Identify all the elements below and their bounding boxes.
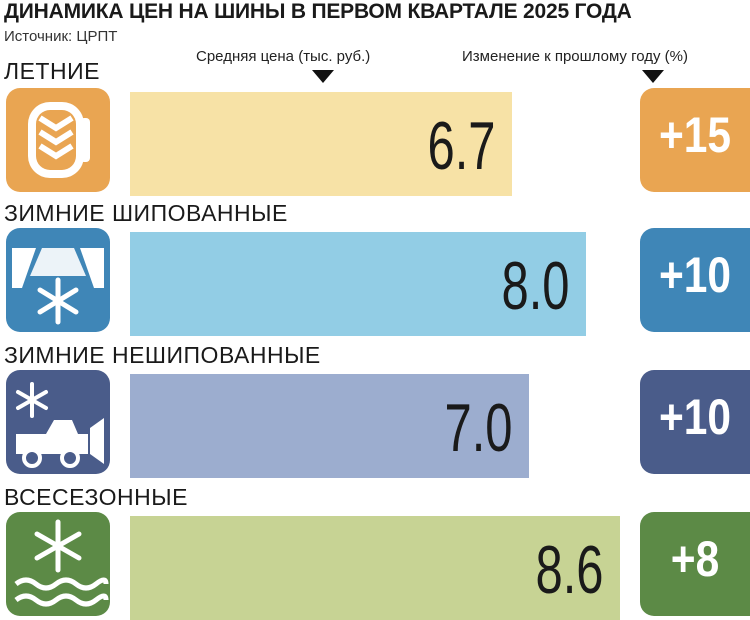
change-value-allseason: +8 <box>670 531 720 587</box>
category-label-allseason: ВСЕСЕЗОННЫЕ <box>4 484 188 510</box>
bar-value-allseason: 8.6 <box>535 532 604 608</box>
tire-icon <box>6 88 110 192</box>
change-badge-nonstudded: +10 <box>640 370 750 474</box>
chart-title: ДИНАМИКА ЦЕН НА ШИНЫ В ПЕРВОМ КВАРТАЛЕ 2… <box>4 0 632 23</box>
change-badge-studded: +10 <box>640 228 750 332</box>
snowy-road-icon <box>6 228 110 332</box>
bar-summer: 6.7 <box>130 92 512 196</box>
change-arrow-icon <box>642 70 664 83</box>
bar-value-nonstudded: 7.0 <box>444 390 513 466</box>
change-value-summer: +15 <box>658 107 732 163</box>
change-column-header: Изменение к прошлому году (%) <box>462 48 688 65</box>
bar-nonstudded: 7.0 <box>130 374 529 478</box>
change-badge-summer: +15 <box>640 88 750 192</box>
price-arrow-icon <box>312 70 334 83</box>
category-label-summer: ЛЕТНИЕ <box>4 58 100 84</box>
snow-plow-icon <box>6 370 110 474</box>
change-badge-allseason: +8 <box>640 512 750 616</box>
price-column-header: Средняя цена (тыс. руб.) <box>196 48 371 65</box>
bar-studded: 8.0 <box>130 232 586 336</box>
bar-allseason: 8.6 <box>130 516 620 620</box>
bar-value-summer: 6.7 <box>427 108 496 184</box>
snowflake-waves-icon <box>6 512 110 616</box>
change-value-studded: +10 <box>658 247 732 303</box>
change-value-nonstudded: +10 <box>658 389 732 445</box>
category-label-nonstudded: ЗИМНИЕ НЕШИПОВАННЫЕ <box>4 342 321 368</box>
category-label-studded: ЗИМНИЕ ШИПОВАННЫЕ <box>4 200 288 226</box>
bar-value-studded: 8.0 <box>501 248 570 324</box>
source-note: Источник: ЦРПТ <box>4 28 118 45</box>
